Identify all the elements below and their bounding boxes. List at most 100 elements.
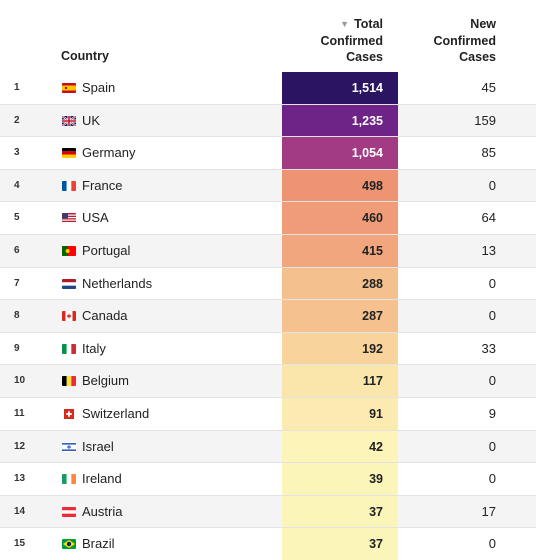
country-name: Belgium (82, 373, 129, 389)
total-cases-cell: 192 (282, 332, 398, 365)
rank-number: 13 (14, 473, 26, 485)
rank-number: 8 (14, 310, 20, 322)
country-name: UK (82, 112, 101, 128)
country-name: Portugal (82, 242, 131, 258)
rank-number: 1 (14, 82, 20, 93)
france-flag-icon (62, 180, 76, 191)
table-row[interactable]: 13 Ireland 39 0 (0, 463, 536, 496)
table-row[interactable]: 7 Netherlands 288 0 (0, 267, 536, 301)
rank-number: 14 (14, 505, 26, 517)
total-cases-cell: 117 (282, 365, 398, 397)
table-row[interactable]: 15 Brazil 37 0 (0, 528, 536, 560)
netherlands-flag-icon (62, 278, 76, 289)
total-cases-value: 37 (369, 504, 383, 519)
country-name: Canada (82, 308, 128, 324)
new-cases-value: 0 (488, 438, 496, 454)
table-row[interactable]: 3 Germany 1,054 85 (0, 137, 536, 170)
uk-flag-icon (62, 115, 76, 126)
country-name: Germany (82, 145, 136, 161)
rank-number: 15 (14, 538, 26, 550)
italy-flag-icon (62, 343, 76, 354)
table-row[interactable]: 12 Israel 42 0 (0, 430, 536, 464)
country-name: Netherlands (82, 275, 153, 291)
rank-number: 3 (14, 147, 20, 159)
new-cases-value: 9 (488, 405, 496, 421)
table-row[interactable]: 10 Belgium 117 0 (0, 365, 536, 398)
total-cases-cell: 37 (282, 495, 398, 528)
country-name: Ireland (82, 471, 122, 487)
total-cases-value: 37 (369, 537, 383, 552)
total-header-line2: Confirmed (320, 33, 384, 48)
total-cases-value: 1,514 (351, 81, 383, 95)
table-row[interactable]: 6 Portugal 415 13 (0, 234, 536, 268)
table-row[interactable]: 4 France 498 0 (0, 169, 536, 203)
sort-descending-icon[interactable]: ▼ (340, 19, 350, 29)
table-header: Country ▼ Total Confirmed Cases New Confi… (0, 0, 536, 72)
ireland-flag-icon (62, 474, 76, 485)
new-cases-value: 0 (488, 308, 496, 324)
country-name: Spain (82, 80, 116, 95)
rank-number: 4 (14, 179, 20, 191)
total-cases-value: 288 (362, 276, 383, 291)
table-row[interactable]: 9 Italy 192 33 (0, 332, 536, 366)
rank-number: 5 (14, 212, 20, 224)
rank-number: 7 (14, 277, 20, 289)
country-name: France (82, 177, 123, 193)
total-cases-cell: 39 (282, 463, 398, 495)
new-header-line2: Confirmed (433, 33, 497, 48)
germany-flag-icon (62, 148, 76, 159)
new-cases-value: 64 (481, 210, 496, 226)
new-cases-value: 0 (488, 373, 496, 389)
usa-flag-icon (62, 213, 76, 224)
new-cases-value: 0 (488, 471, 496, 487)
new-cases-value: 159 (474, 112, 496, 128)
rank-number: 9 (14, 342, 20, 354)
table-row[interactable]: 1 Spain 1,514 45 (0, 72, 536, 105)
rank-number: 6 (14, 244, 20, 256)
total-cases-value: 117 (362, 374, 383, 389)
country-name: Switzerland (82, 405, 150, 421)
switzerland-flag-icon (62, 408, 76, 419)
brazil-flag-icon (62, 539, 76, 550)
total-cases-value: 460 (362, 211, 383, 226)
country-name: Austria (82, 503, 123, 519)
new-cases-value: 45 (481, 80, 496, 95)
total-cases-cell: 1,514 (282, 72, 398, 104)
new-header-line1: New (470, 17, 496, 31)
total-cases-cell: 415 (282, 234, 398, 267)
new-cases-value: 0 (488, 275, 496, 291)
new-cases-value: 85 (481, 145, 496, 161)
country-name: Brazil (82, 536, 115, 552)
total-cases-value: 192 (362, 341, 383, 356)
total-cases-value: 415 (362, 243, 383, 258)
total-header-line3: Cases (346, 50, 383, 64)
table-row[interactable]: 2 UK 1,235 159 (0, 104, 536, 138)
column-header-country[interactable]: Country (61, 49, 109, 63)
total-cases-value: 39 (369, 472, 383, 487)
column-header-new-confirmed[interactable]: New Confirmed Cases (398, 16, 497, 66)
total-cases-value: 42 (369, 439, 383, 454)
total-cases-cell: 288 (282, 267, 398, 300)
total-cases-cell: 460 (282, 202, 398, 234)
table-body: 1 Spain 1,514 45 2 UK 1,235 159 3 Germany 1,054 85 4… (0, 72, 536, 560)
total-header-line1: Total (354, 17, 383, 31)
rank-number: 2 (14, 114, 20, 126)
new-cases-value: 33 (481, 340, 496, 356)
total-cases-cell: 498 (282, 169, 398, 202)
new-cases-value: 0 (488, 177, 496, 193)
table-row[interactable]: 14 Austria 37 17 (0, 495, 536, 529)
belgium-flag-icon (62, 376, 76, 387)
total-cases-cell: 1,054 (282, 137, 398, 169)
rank-number: 11 (14, 407, 25, 419)
table-row[interactable]: 11 Switzerland 91 9 (0, 397, 536, 431)
table-row[interactable]: 8 Canada 287 0 (0, 300, 536, 333)
rank-number: 10 (14, 375, 26, 387)
total-cases-cell: 37 (282, 528, 398, 560)
country-name: Italy (82, 340, 106, 356)
column-header-total-confirmed[interactable]: ▼ Total Confirmed Cases (282, 16, 384, 66)
portugal-flag-icon (62, 245, 76, 256)
table-row[interactable]: 5 USA 460 64 (0, 202, 536, 235)
new-cases-value: 0 (488, 536, 496, 552)
total-cases-cell: 1,235 (282, 104, 398, 137)
